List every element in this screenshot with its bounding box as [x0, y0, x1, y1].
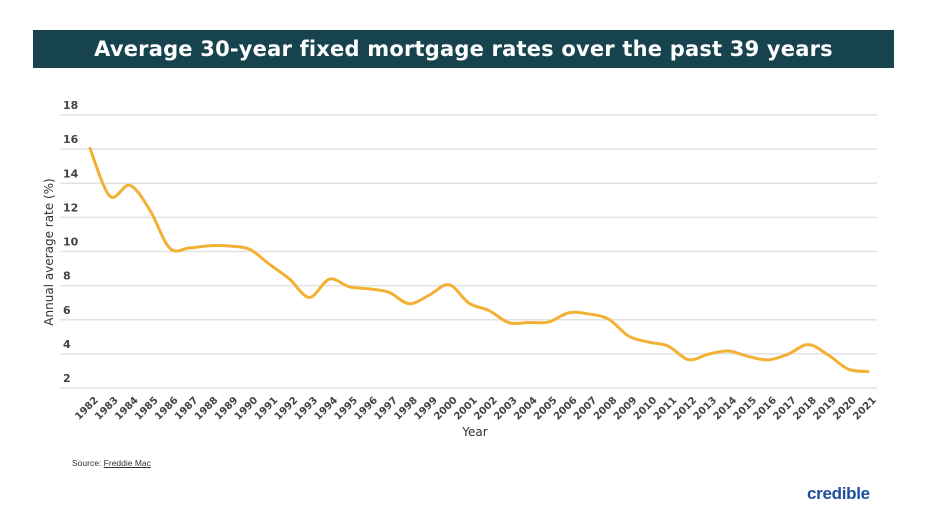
source-note: Source: Freddie Mac	[72, 458, 151, 468]
series-line	[88, 146, 870, 374]
y-tick-label: 8	[63, 270, 71, 283]
credible-logo: credible	[807, 484, 870, 503]
x-axis-label: Year	[461, 425, 487, 439]
y-tick-label: 12	[63, 201, 78, 214]
y-tick-label: 6	[63, 304, 71, 317]
y-tick-label: 18	[63, 99, 78, 112]
y-tick-label: 10	[63, 236, 79, 249]
x-tick-label: 2021	[851, 395, 878, 422]
y-tick-label: 2	[63, 372, 71, 385]
y-tick-label: 14	[63, 167, 79, 180]
y-tick-label: 4	[63, 338, 71, 351]
source-link[interactable]: Freddie Mac	[103, 458, 151, 468]
y-tick-label: 16	[63, 133, 79, 146]
y-axis-label: Annual average rate (%)	[42, 178, 56, 325]
source-label: Source:	[72, 458, 102, 468]
chart-title: Average 30-year fixed mortgage rates ove…	[33, 30, 894, 68]
